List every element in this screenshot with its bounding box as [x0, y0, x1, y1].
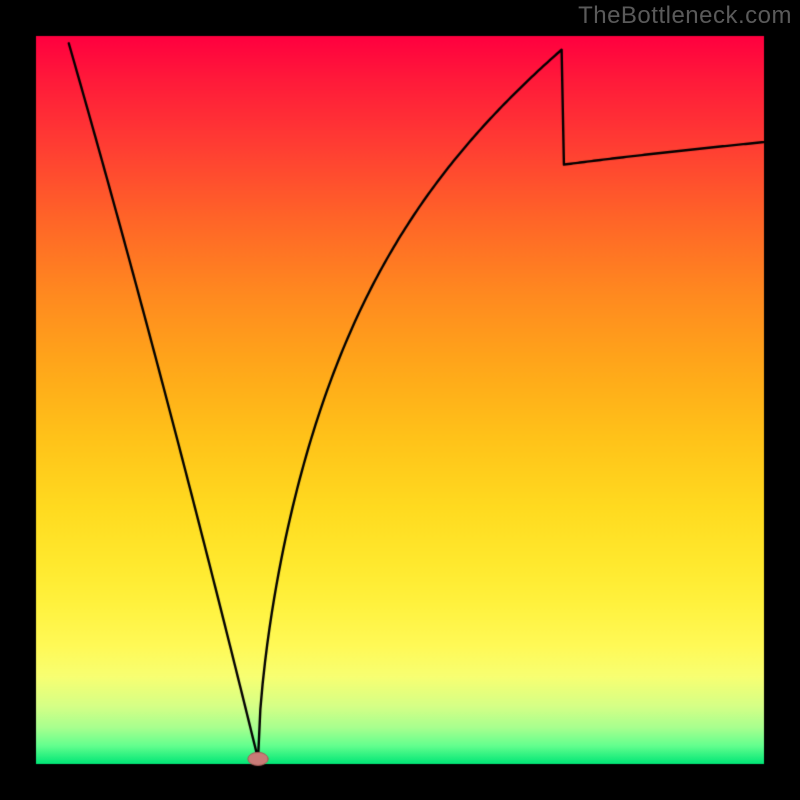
watermark-text: TheBottleneck.com	[578, 2, 792, 30]
chart-stage: TheBottleneck.com	[0, 0, 800, 800]
bottleneck-curve	[0, 0, 800, 800]
